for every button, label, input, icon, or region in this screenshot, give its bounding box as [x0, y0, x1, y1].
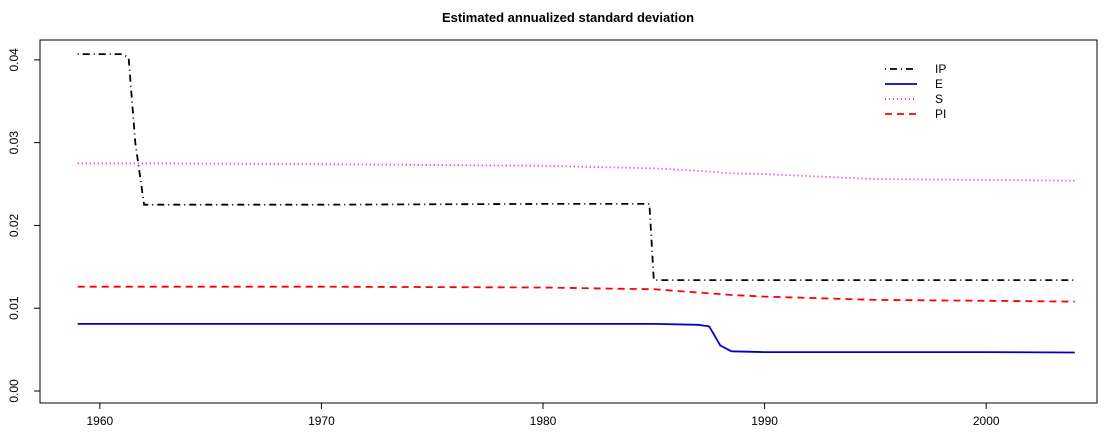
y-tick-label: 0.04	[7, 48, 21, 72]
x-tick-label: 2000	[973, 414, 1000, 428]
series-line	[77, 285, 1075, 303]
y-tick-label: 0.03	[7, 131, 21, 155]
y-tick-label: 0.01	[7, 296, 21, 320]
series-line	[77, 323, 1075, 354]
y-tick-label: 0.02	[7, 213, 21, 237]
plot-box	[39, 39, 1098, 404]
series-line	[77, 162, 1075, 182]
y-tick-label: 0.00	[7, 379, 21, 403]
legend-label: PI	[935, 107, 946, 121]
chart-title: Estimated annualized standard deviation	[442, 10, 694, 25]
legend-label: IP	[935, 62, 946, 76]
x-tick-label: 1970	[308, 414, 335, 428]
x-tick-label: 1980	[530, 414, 557, 428]
legend-label: E	[935, 77, 943, 91]
x-tick-label: 1990	[751, 414, 778, 428]
legend-label: S	[935, 92, 943, 106]
x-tick-label: 1960	[86, 414, 113, 428]
series-line	[77, 53, 1075, 281]
